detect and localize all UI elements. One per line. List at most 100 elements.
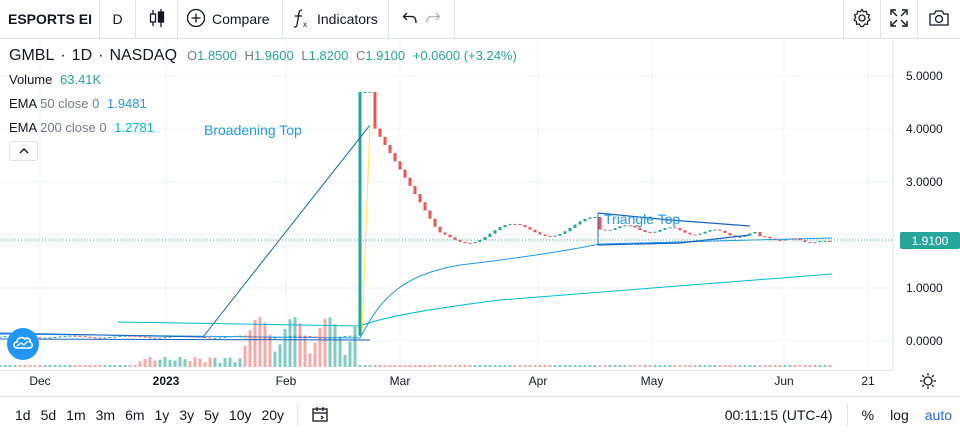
volume-bar — [213, 358, 217, 367]
redo-icon[interactable] — [425, 11, 441, 28]
volume-bar — [813, 365, 817, 367]
candle — [628, 225, 632, 227]
volume-bar — [698, 365, 702, 367]
volume-bar — [648, 365, 652, 367]
volume-bar — [73, 365, 77, 367]
volume-bar — [23, 365, 27, 367]
range-button-5y[interactable]: 5y — [204, 407, 219, 423]
volume-bar — [353, 326, 357, 367]
range-button-6m[interactable]: 6m — [125, 407, 145, 423]
range-button-3m[interactable]: 3m — [95, 407, 116, 423]
interval-button[interactable]: D — [100, 0, 136, 38]
legend-symbol[interactable]: GMBL — [9, 47, 55, 64]
volume-bar — [283, 328, 287, 367]
price-axis: 5.0000 4.0000 3.0000 1.0000 0.0000 — [906, 69, 943, 348]
volume-bar — [328, 317, 332, 367]
symbol-search-button[interactable]: ESPORTS EI — [0, 0, 100, 38]
top-toolbar: ESPORTS EI D Compare x Indicators — [0, 0, 960, 39]
auto-scale-toggle[interactable]: auto — [924, 407, 952, 423]
volume-bar — [473, 365, 477, 367]
volume-bar — [223, 357, 227, 367]
time-axis[interactable]: Dec 2023 Feb Mar Apr May Jun 21 — [0, 370, 893, 392]
close-value: 1.9100 — [365, 48, 406, 63]
volume-bar — [368, 365, 372, 367]
bottom-toolbar: 1d 5d 1m 3m 6m 1y 3y 5y 10y 20y 00:11:15 (UTC-4) … — [0, 396, 960, 433]
compare-button[interactable]: Compare — [178, 0, 283, 38]
candle — [488, 233, 492, 237]
range-button-1y[interactable]: 1y — [154, 407, 170, 423]
price-tick-label: 5.0000 — [906, 69, 943, 83]
volume-bar — [738, 365, 742, 367]
volume-bar — [348, 341, 352, 367]
undo-icon[interactable] — [402, 11, 418, 28]
volume-indicator-row[interactable]: Volume 63.41K — [9, 72, 101, 87]
candle — [693, 234, 697, 236]
fullscreen-button[interactable] — [881, 0, 918, 38]
broadening-top-label[interactable]: Broadening Top — [204, 122, 302, 138]
ema200-indicator-row[interactable]: EMA 200 close 0 1.2781 — [9, 120, 154, 135]
change-value: +0.0600 (+3.24%) — [412, 48, 517, 63]
volume-bar — [653, 365, 657, 367]
candlesticks — [0, 91, 832, 339]
percent-scale-toggle[interactable]: % — [861, 407, 875, 423]
candle — [713, 229, 717, 231]
price-chart[interactable]: 5.0000 4.0000 3.0000 1.0000 0.0000 — [0, 40, 960, 370]
screenshot-button[interactable] — [918, 0, 960, 38]
candle — [283, 336, 287, 338]
ema50-indicator-row[interactable]: EMA 50 close 0 1.9481 — [9, 96, 147, 111]
axis-settings-button[interactable] — [919, 372, 937, 395]
range-button-1m[interactable]: 1m — [66, 407, 86, 423]
volume-bar — [628, 365, 632, 367]
volume-bar — [818, 365, 822, 367]
clock-time[interactable]: 00:11:15 (UTC-4) — [724, 407, 833, 423]
candle — [438, 226, 442, 233]
collapse-legend-button[interactable] — [9, 141, 38, 161]
volume-bar — [688, 365, 692, 367]
range-button-10y[interactable]: 10y — [228, 407, 252, 423]
legend-interval: 1D — [71, 47, 93, 64]
candle — [558, 233, 562, 236]
candle — [708, 230, 712, 232]
candle — [123, 335, 127, 337]
volume-bar — [618, 365, 622, 367]
candle — [543, 234, 547, 236]
candle — [278, 337, 282, 339]
volume-bar — [783, 365, 787, 367]
range-button-20y[interactable]: 20y — [261, 407, 285, 423]
volume-bar — [273, 351, 277, 367]
candle — [773, 238, 777, 241]
candle — [458, 239, 462, 242]
volume-bar — [558, 365, 562, 367]
candle — [763, 236, 767, 238]
candle — [748, 233, 752, 236]
volume-bar — [703, 365, 707, 367]
candle — [803, 240, 807, 243]
volume-bar — [258, 317, 262, 367]
settings-button[interactable] — [844, 0, 881, 38]
svg-text:x: x — [303, 20, 307, 29]
candle — [823, 240, 827, 242]
chart-type-button[interactable] — [136, 0, 178, 38]
price-tick-label: 1.0000 — [906, 281, 943, 295]
volume-bar — [383, 365, 387, 367]
candle — [258, 336, 262, 338]
range-button-5d[interactable]: 5d — [40, 407, 57, 423]
candle — [613, 228, 617, 230]
goto-date-button[interactable] — [306, 397, 334, 433]
volume-bar — [148, 357, 152, 367]
tradingview-logo[interactable] — [7, 328, 39, 360]
candle — [303, 335, 307, 337]
volume-bar — [13, 365, 17, 367]
indicators-button[interactable]: x Indicators — [283, 0, 389, 38]
volume-bar — [163, 357, 167, 367]
range-button-1d[interactable]: 1d — [15, 407, 31, 423]
log-scale-toggle[interactable]: log — [890, 407, 909, 423]
volume-bar — [448, 365, 452, 367]
triangle-top-label[interactable]: Triangle Top — [604, 211, 681, 227]
candle — [118, 336, 122, 338]
candle — [643, 230, 647, 233]
low-label: L — [301, 48, 309, 63]
volume-bar — [98, 365, 102, 367]
candle — [523, 225, 527, 228]
range-button-3y[interactable]: 3y — [179, 407, 195, 423]
